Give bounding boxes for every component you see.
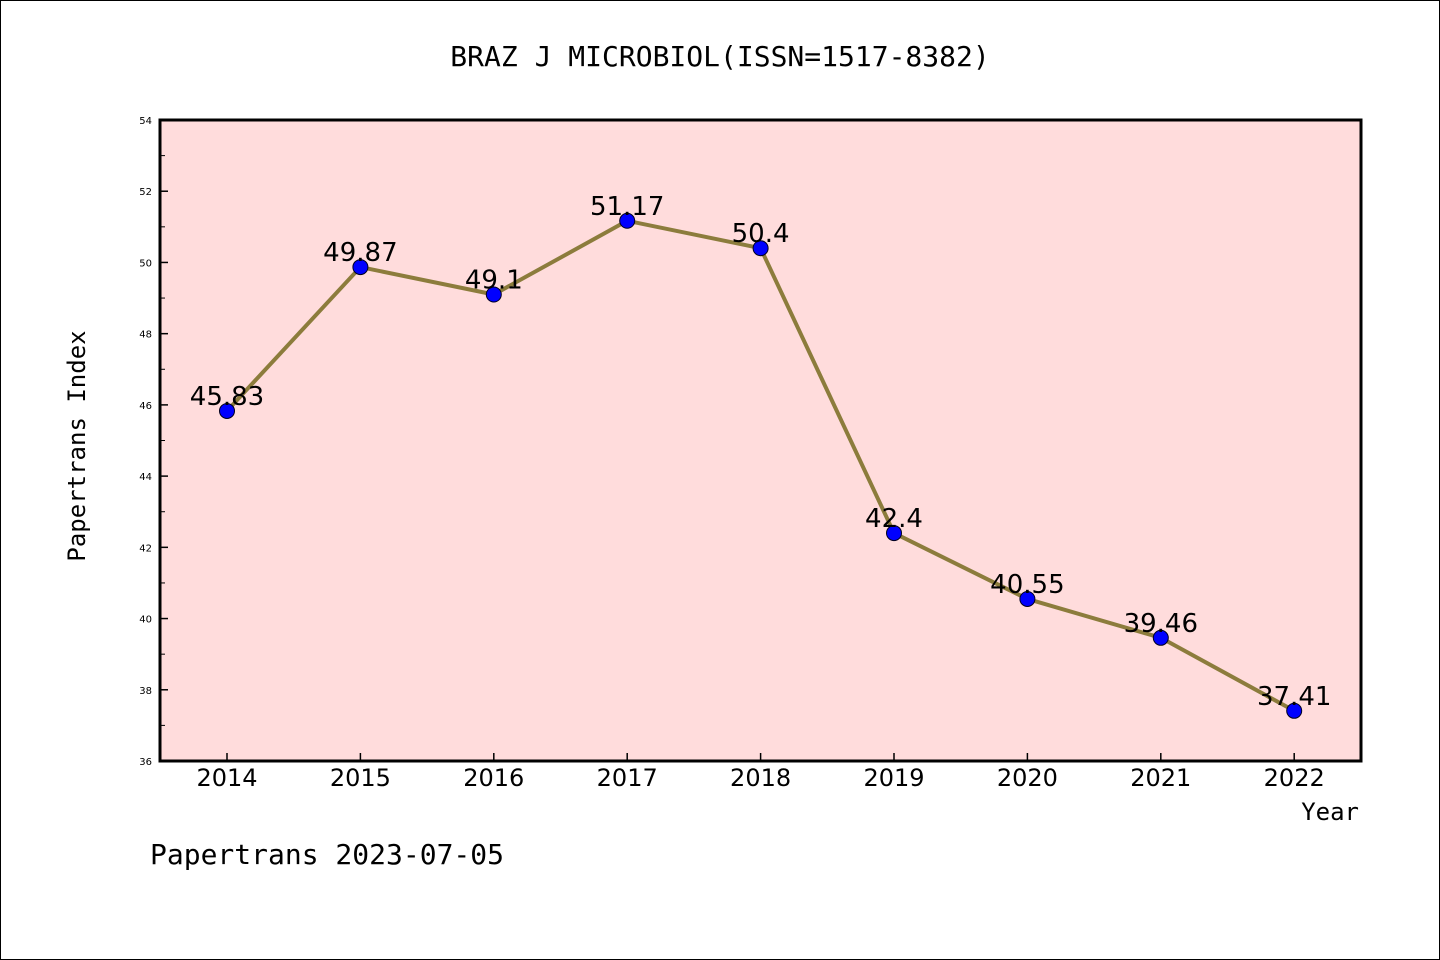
x-tick-label-2018: 2018 — [730, 764, 791, 792]
data-label-2022: 37.41 — [1257, 682, 1331, 712]
data-point-2020 — [1019, 590, 1036, 607]
x-axis: 2014 2015 2016 2017 2018 2019 2020 2021 2022 — [196, 753, 1325, 792]
x-tick-label-2021: 2021 — [1130, 764, 1191, 792]
y-tick-label: 44 — [139, 472, 152, 483]
data-label-2021: 39.46 — [1124, 609, 1198, 639]
data-point-2016 — [485, 286, 502, 303]
plot-area — [158, 118, 1363, 763]
y-tick-label: 54 — [139, 116, 152, 127]
y-tick-label: 36 — [139, 757, 152, 768]
footer-watermark: Papertrans 2023-07-05 — [150, 838, 504, 871]
y-tick-label: 40 — [139, 615, 152, 626]
data-label-2014: 45.83 — [190, 382, 264, 412]
x-tick-label-2014: 2014 — [196, 764, 257, 792]
data-point-2019 — [886, 525, 902, 542]
y-tick-label: 52 — [139, 187, 152, 198]
data-label-2016: 49.1 — [465, 265, 523, 295]
x-tick-label-2022: 2022 — [1264, 764, 1325, 792]
y-axis: 36 38 40 42 44 46 48 50 52 54 — [139, 116, 168, 768]
data-point-2018 — [752, 240, 769, 257]
data-label-2015: 49.87 — [323, 238, 397, 268]
data-label-2020: 40.55 — [990, 570, 1064, 600]
data-labels: 45.83 49.87 49.1 51.17 50.4 42.4 40.55 39.46 37.… — [190, 192, 1332, 712]
data-point-2021 — [1152, 629, 1169, 646]
y-tick-label: 46 — [139, 401, 152, 412]
x-tick-label-2017: 2017 — [597, 764, 658, 792]
data-label-2018: 50.4 — [732, 219, 790, 249]
y-tick-label: 42 — [139, 543, 152, 554]
data-point-2014 — [219, 402, 235, 419]
y-axis-title: Papertrans Index — [63, 330, 91, 561]
data-label-2017: 51.17 — [590, 192, 664, 222]
y-tick-label: 50 — [139, 258, 152, 269]
x-axis-title: Year — [1301, 798, 1359, 826]
x-tick-label-2020: 2020 — [997, 764, 1058, 792]
series-markers — [219, 212, 1303, 719]
data-point-2017 — [619, 212, 636, 229]
data-point-2015 — [352, 259, 369, 276]
y-tick-label: 48 — [139, 330, 152, 341]
x-tick-label-2019: 2019 — [863, 764, 924, 792]
x-tick-label-2016: 2016 — [463, 764, 524, 792]
data-label-2019: 42.4 — [865, 504, 923, 534]
x-tick-label-2015: 2015 — [330, 764, 391, 792]
y-tick-label: 38 — [139, 686, 152, 697]
data-point-2022 — [1286, 702, 1303, 719]
chart-title: BRAZ J MICROBIOL(ISSN=1517-8382) — [450, 40, 989, 73]
